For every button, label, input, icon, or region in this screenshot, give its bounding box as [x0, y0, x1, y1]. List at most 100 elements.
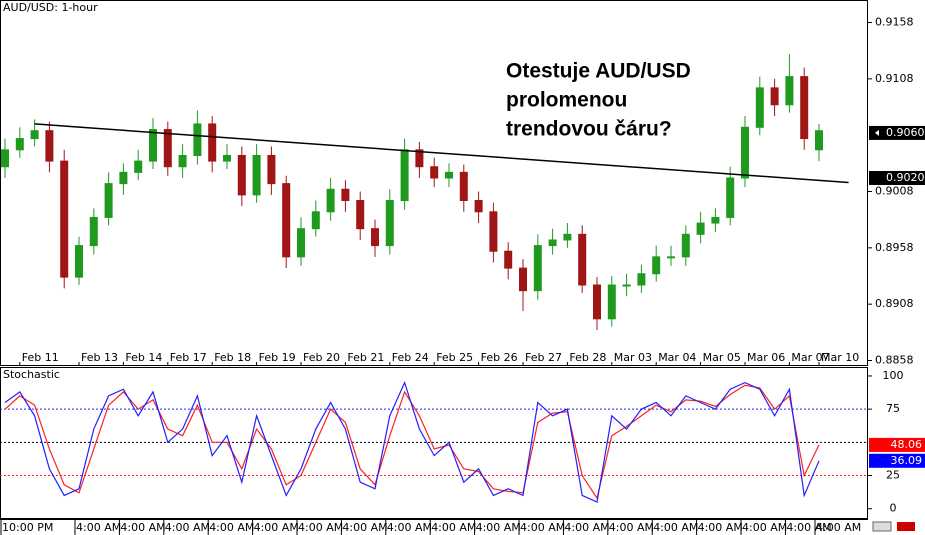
x-tick-label: Mar 05 [703, 351, 741, 364]
candle-body [800, 76, 809, 140]
candle-body [785, 76, 794, 106]
stoch-title-box [1, 368, 53, 381]
candle-body [681, 233, 690, 258]
x-tick-label: 4:00 AM [564, 521, 609, 534]
x-tick-label: 4:00 AM [298, 521, 343, 534]
x-tick-label: Feb 27 [525, 351, 562, 364]
candle-body [371, 228, 379, 247]
y-tick-label: 0.8858 [875, 353, 914, 366]
candle-body [622, 284, 631, 287]
candle-body [459, 171, 468, 202]
candle-body [237, 154, 246, 196]
annotation: Otestuje AUD/USD [506, 60, 691, 83]
stochastic-title: Stochastic [3, 368, 60, 381]
x-tick-label: Feb 13 [81, 351, 118, 364]
candle-body [578, 233, 587, 286]
candle-body [223, 154, 231, 162]
candle-body [119, 171, 128, 185]
x-tick-label: 4:00 AM [816, 521, 861, 534]
candle-body [163, 129, 172, 168]
candle-body [45, 130, 54, 162]
x-tick-label: Feb 18 [214, 351, 251, 364]
candle-body [474, 200, 483, 213]
candle-body [15, 138, 24, 151]
candle-body [30, 130, 39, 140]
price-marker-label: 0.9060 [886, 126, 925, 139]
x-tick-label: Feb 24 [392, 351, 429, 364]
candle-body [533, 245, 542, 292]
x-tick-label: 4:00 AM [742, 521, 787, 534]
candle-body [341, 188, 350, 202]
candle-body [815, 130, 823, 151]
candle-body [75, 245, 83, 278]
candle-body [400, 149, 409, 202]
value-marker-label: 36.09 [891, 454, 923, 467]
title-box [1, 1, 89, 15]
candle-body [193, 123, 202, 156]
candle-body [667, 256, 675, 259]
x-tick-label: 4:00 AM [476, 521, 521, 534]
annotation: trendovou čáru? [506, 118, 672, 141]
x-tick-label: 4:00 AM [209, 521, 254, 534]
stochastic-line [4, 384, 820, 500]
x-tick-label: Feb 20 [303, 351, 340, 364]
candle-body [282, 183, 291, 258]
x-tick-label: 4:00 AM [431, 521, 476, 534]
candle-body [430, 166, 439, 179]
candle-body [696, 222, 705, 235]
y-tick-label: 25 [886, 469, 900, 482]
x-tick-label: 4:00 AM [609, 521, 654, 534]
candle-body [445, 171, 453, 179]
x-tick-label: Feb 11 [22, 351, 59, 364]
y-tick-label: 0.8908 [875, 297, 914, 310]
value-marker-label: 48.06 [891, 438, 923, 451]
price-marker [869, 170, 925, 185]
x-tick-label: Mar 07 [791, 351, 829, 364]
annotation: prolomenou [506, 89, 627, 112]
candle-body [755, 87, 764, 128]
x-tick-label: 4:00 AM [120, 521, 165, 534]
candle-body [134, 160, 143, 173]
candle-body [489, 211, 498, 252]
candle-body [267, 154, 276, 185]
candle-body [1, 149, 9, 168]
x-tick-label: 4:00 AM [342, 521, 387, 534]
candle-body [60, 160, 69, 278]
stochastic-pane [0, 367, 868, 519]
y-tick-label: 0.9008 [875, 185, 914, 198]
candle-body [519, 267, 527, 292]
x-tick-label: Feb 26 [481, 351, 518, 364]
scroll-icon[interactable] [872, 521, 892, 532]
shift-icon[interactable] [897, 522, 915, 531]
x-tick-label: Feb 19 [259, 351, 296, 364]
x-tick-label: Feb 25 [436, 351, 473, 364]
candle-body [504, 250, 513, 269]
candle-body [741, 126, 749, 179]
x-tick-label: Feb 28 [569, 351, 606, 364]
candle-body [311, 211, 320, 230]
price-marker [869, 125, 925, 140]
value-marker [869, 437, 925, 452]
y-tick-label: 75 [886, 402, 900, 415]
y-tick-label: 0 [890, 502, 897, 515]
x-tick-label: 4:00 AM [254, 521, 299, 534]
candle-body [178, 154, 187, 168]
candle-body [149, 129, 157, 162]
x-tick-label: Mar 06 [747, 351, 785, 364]
candle-body [593, 284, 601, 320]
price-marker-label: 0.9020 [886, 171, 925, 184]
x-tick-label: 4:00 AM [387, 521, 432, 534]
candle-body [607, 284, 616, 320]
x-tick-label: 10:00 PM [2, 521, 53, 534]
candle-body [726, 177, 735, 218]
candle-body [415, 149, 424, 168]
x-tick-label: 4:00 AM [698, 521, 743, 534]
candle-body [208, 123, 217, 162]
x-tick-label: 4:00 AM [653, 521, 698, 534]
candle-body [252, 154, 261, 196]
x-tick-label: 4:00 AM [165, 521, 210, 534]
x-tick-label: Mar 10 [821, 351, 859, 364]
y-tick-label: 0.9158 [875, 16, 914, 29]
candle-body [104, 183, 113, 218]
